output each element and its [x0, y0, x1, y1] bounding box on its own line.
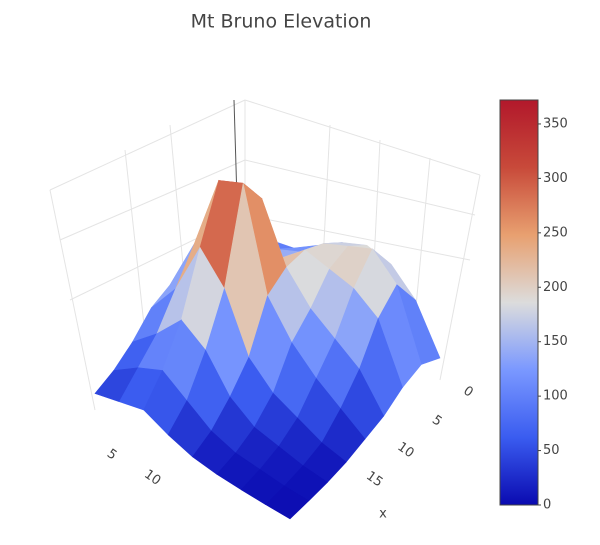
x-tick-label: 5 — [429, 413, 444, 430]
x-axis-title: x — [379, 507, 387, 522]
axis-walls — [49, 99, 481, 411]
chart-title: Mt Bruno Elevation — [191, 11, 372, 33]
x-tick-label: 0 — [460, 383, 475, 400]
colorbar-tick-label: 250 — [543, 225, 568, 240]
y-tick-label: 5 — [104, 446, 119, 463]
colorbar-tick-label: 300 — [543, 171, 568, 186]
colorbar — [499, 99, 539, 506]
colorbar-tick-label: 350 — [543, 116, 568, 131]
surface-cell — [265, 485, 310, 520]
colorbar-tick-label: 100 — [543, 389, 568, 404]
x-tick-label: 10 — [394, 439, 416, 461]
colorbar-tick-label: 200 — [543, 280, 568, 295]
colorbar-tick-label: 0 — [543, 498, 551, 513]
colorbar-tick-label: 50 — [543, 443, 560, 458]
x-tick-label: 15 — [363, 469, 385, 491]
colorbar-tick-label: 150 — [543, 334, 568, 349]
y-tick-label: 10 — [141, 467, 163, 489]
